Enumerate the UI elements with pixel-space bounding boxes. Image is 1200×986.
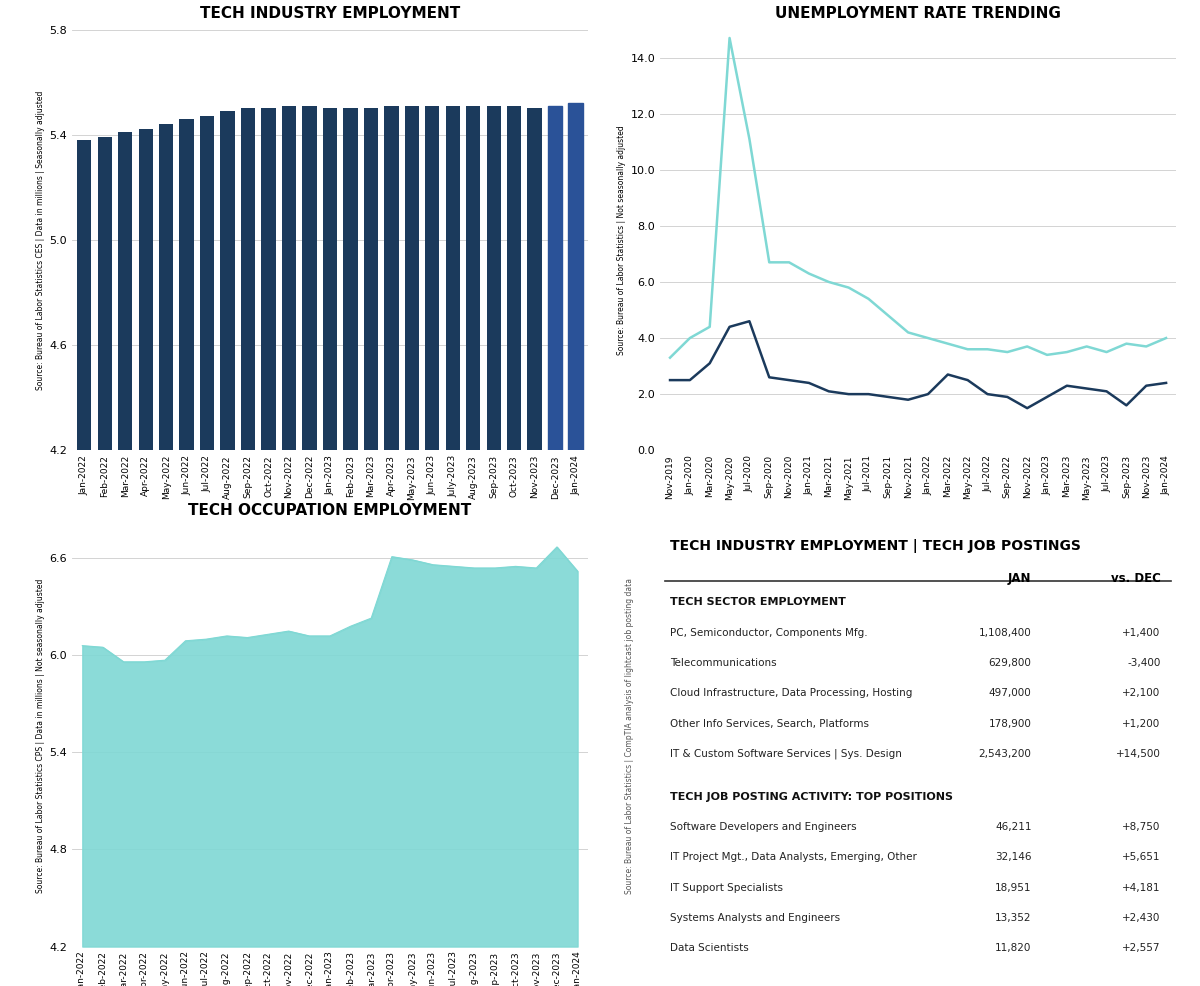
Text: Other Info Services, Search, Platforms: Other Info Services, Search, Platforms bbox=[671, 719, 870, 729]
Title: TECH INDUSTRY EMPLOYMENT: TECH INDUSTRY EMPLOYMENT bbox=[200, 7, 460, 22]
Bar bbox=[508, 106, 521, 986]
Text: 18,951: 18,951 bbox=[995, 882, 1032, 892]
Text: Data Scientists: Data Scientists bbox=[671, 944, 749, 953]
Text: 178,900: 178,900 bbox=[989, 719, 1032, 729]
Bar bbox=[221, 111, 235, 986]
Text: Telecommunications: Telecommunications bbox=[671, 658, 778, 668]
Bar bbox=[302, 106, 317, 986]
Y-axis label: Source: Bureau of Labor Statistics CPS | Data in millions | Not seasonally adjus: Source: Bureau of Labor Statistics CPS |… bbox=[36, 579, 46, 893]
Bar bbox=[569, 104, 583, 986]
Text: 2,543,200: 2,543,200 bbox=[979, 748, 1032, 759]
Bar bbox=[323, 108, 337, 986]
Text: IT Project Mgt., Data Analysts, Emerging, Other: IT Project Mgt., Data Analysts, Emerging… bbox=[671, 852, 917, 863]
Bar bbox=[118, 132, 132, 986]
Bar bbox=[241, 108, 256, 986]
Text: vs. DEC: vs. DEC bbox=[1111, 572, 1160, 586]
Bar bbox=[160, 124, 173, 986]
Text: -3,400: -3,400 bbox=[1127, 658, 1160, 668]
Bar bbox=[425, 106, 439, 986]
Y-axis label: Source: Bureau of Labor Statistics | Not seasonally adjusted: Source: Bureau of Labor Statistics | Not… bbox=[617, 125, 626, 355]
Text: Cloud Infrastructure, Data Processing, Hosting: Cloud Infrastructure, Data Processing, H… bbox=[671, 688, 913, 698]
Text: Source: Bureau of Labor Statistics | CompTIA analysis of lightcast job posting d: Source: Bureau of Labor Statistics | Com… bbox=[625, 578, 634, 894]
Text: TECH JOB POSTING ACTIVITY: TOP POSITIONS: TECH JOB POSTING ACTIVITY: TOP POSITIONS bbox=[671, 792, 954, 802]
Bar bbox=[180, 119, 194, 986]
Title: UNEMPLOYMENT RATE TRENDING: UNEMPLOYMENT RATE TRENDING bbox=[775, 7, 1061, 22]
Text: 629,800: 629,800 bbox=[989, 658, 1032, 668]
Title: TECH OCCUPATION EMPLOYMENT: TECH OCCUPATION EMPLOYMENT bbox=[188, 503, 472, 518]
Text: 46,211: 46,211 bbox=[995, 822, 1032, 832]
Text: +2,100: +2,100 bbox=[1122, 688, 1160, 698]
Bar bbox=[97, 137, 112, 986]
Bar bbox=[77, 140, 91, 986]
Bar bbox=[282, 106, 296, 986]
Bar bbox=[343, 108, 358, 986]
Bar bbox=[262, 108, 276, 986]
Bar bbox=[200, 116, 215, 986]
Text: 11,820: 11,820 bbox=[995, 944, 1032, 953]
Bar bbox=[364, 108, 378, 986]
Text: +1,200: +1,200 bbox=[1122, 719, 1160, 729]
Text: +2,557: +2,557 bbox=[1122, 944, 1160, 953]
Text: PC, Semiconductor, Components Mfg.: PC, Semiconductor, Components Mfg. bbox=[671, 628, 868, 638]
Text: Systems Analysts and Engineers: Systems Analysts and Engineers bbox=[671, 913, 840, 923]
Y-axis label: Source: Bureau of Labor Statistics CES | Data in millions | Seasonally adjusted: Source: Bureau of Labor Statistics CES |… bbox=[36, 90, 46, 389]
Text: TECH INDUSTRY EMPLOYMENT | TECH JOB POSTINGS: TECH INDUSTRY EMPLOYMENT | TECH JOB POST… bbox=[671, 538, 1081, 552]
Text: +5,651: +5,651 bbox=[1122, 852, 1160, 863]
Text: 497,000: 497,000 bbox=[989, 688, 1032, 698]
Bar bbox=[528, 108, 542, 986]
Bar bbox=[445, 106, 460, 986]
Text: +2,430: +2,430 bbox=[1122, 913, 1160, 923]
Text: IT & Custom Software Services | Sys. Design: IT & Custom Software Services | Sys. Des… bbox=[671, 748, 902, 759]
Bar bbox=[548, 106, 563, 986]
Text: +8,750: +8,750 bbox=[1122, 822, 1160, 832]
Text: TECH SECTOR EMPLOYMENT: TECH SECTOR EMPLOYMENT bbox=[671, 598, 846, 607]
Text: Software Developers and Engineers: Software Developers and Engineers bbox=[671, 822, 857, 832]
Text: 1,108,400: 1,108,400 bbox=[979, 628, 1032, 638]
Text: 32,146: 32,146 bbox=[995, 852, 1032, 863]
Text: IT Support Specialists: IT Support Specialists bbox=[671, 882, 784, 892]
Text: +1,400: +1,400 bbox=[1122, 628, 1160, 638]
Bar bbox=[486, 106, 500, 986]
Text: JAN: JAN bbox=[1008, 572, 1032, 586]
Text: +14,500: +14,500 bbox=[1116, 748, 1160, 759]
Text: +4,181: +4,181 bbox=[1122, 882, 1160, 892]
Text: 13,352: 13,352 bbox=[995, 913, 1032, 923]
Bar bbox=[138, 129, 152, 986]
Bar bbox=[404, 106, 419, 986]
Bar bbox=[384, 106, 398, 986]
Bar bbox=[466, 106, 480, 986]
